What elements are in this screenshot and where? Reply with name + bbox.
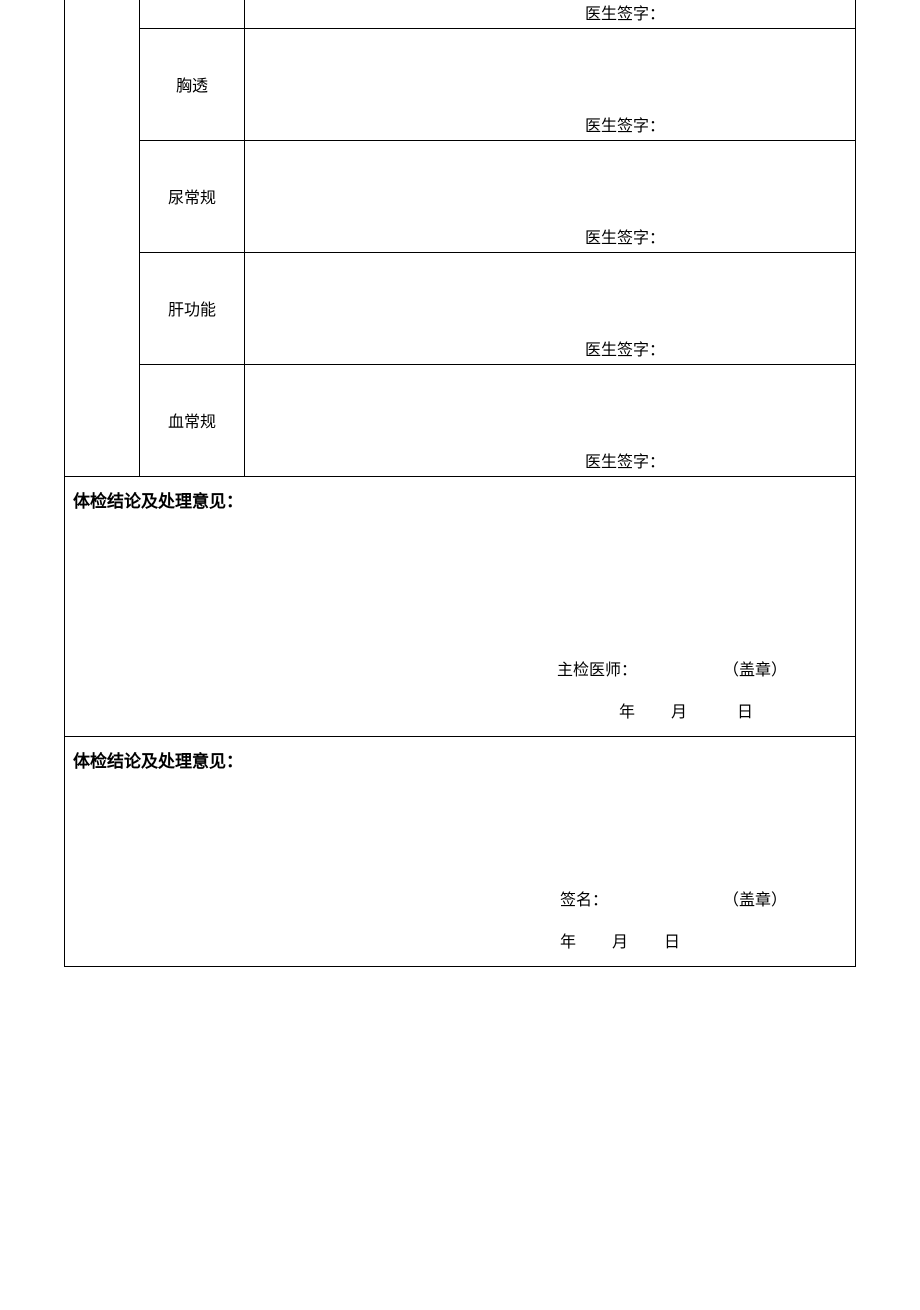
month-label: 月	[612, 934, 628, 951]
exam-label-cell: 尿常规	[140, 140, 245, 252]
table-row-urine: 尿常规 医生签字：	[65, 140, 856, 252]
conclusion-cell: 体检结论及处理意见： 主检医师： （盖章） 年 月 日	[65, 476, 856, 736]
stamp-label: （盖章）	[723, 886, 787, 910]
conclusion-title: 体检结论及处理意见：	[73, 492, 243, 511]
conclusion-title: 体检结论及处理意见：	[73, 752, 243, 771]
exam-label: 肝功能	[168, 302, 216, 319]
exam-label: 尿常规	[168, 190, 216, 207]
date-line: 年 月 日	[560, 928, 680, 952]
month-label: 月	[671, 704, 687, 721]
year-label: 年	[560, 934, 576, 951]
table-row-blood: 血常规 医生签字：	[65, 364, 856, 476]
stamp-label: （盖章）	[723, 656, 787, 680]
exam-label-cell	[140, 0, 245, 28]
signature-label: 医生签字：	[585, 0, 665, 24]
signature-label: 医生签字：	[585, 224, 665, 248]
table-row-chest: 胸透 医生签字：	[65, 28, 856, 140]
signature-label: 医生签字：	[585, 112, 665, 136]
table-row-liver: 肝功能 医生签字：	[65, 252, 856, 364]
day-label: 日	[664, 934, 680, 951]
year-label: 年	[619, 704, 635, 721]
exam-result-cell: 医生签字：	[245, 364, 856, 476]
medical-exam-table: 医生签字： 胸透 医生签字： 尿常规 医生签字： 肝功能 医生签字：	[64, 0, 856, 967]
exam-label-cell: 血常规	[140, 364, 245, 476]
exam-label-cell: 胸透	[140, 28, 245, 140]
signature-label: 医生签字：	[585, 336, 665, 360]
exam-label: 胸透	[176, 78, 208, 95]
exam-result-cell: 医生签字：	[245, 252, 856, 364]
chief-doctor-label: 主检医师：	[557, 656, 637, 680]
exam-result-cell: 医生签字：	[245, 140, 856, 252]
signature-label: 医生签字：	[585, 448, 665, 472]
conclusion-row-2: 体检结论及处理意见： 签名： （盖章） 年 月 日	[65, 736, 856, 966]
exam-label-cell: 肝功能	[140, 252, 245, 364]
day-label: 日	[737, 704, 753, 721]
exam-result-cell: 医生签字：	[245, 28, 856, 140]
conclusion-row-1: 体检结论及处理意见： 主检医师： （盖章） 年 月 日	[65, 476, 856, 736]
exam-label: 血常规	[168, 414, 216, 431]
date-line: 年 月 日	[615, 698, 753, 722]
exam-result-cell: 医生签字：	[245, 0, 856, 28]
sign-label: 签名：	[560, 886, 608, 910]
document-page: 医生签字： 胸透 医生签字： 尿常规 医生签字： 肝功能 医生签字：	[0, 0, 920, 967]
conclusion-cell: 体检结论及处理意见： 签名： （盖章） 年 月 日	[65, 736, 856, 966]
table-row-header: 医生签字：	[65, 0, 856, 28]
category-cell	[65, 0, 140, 476]
